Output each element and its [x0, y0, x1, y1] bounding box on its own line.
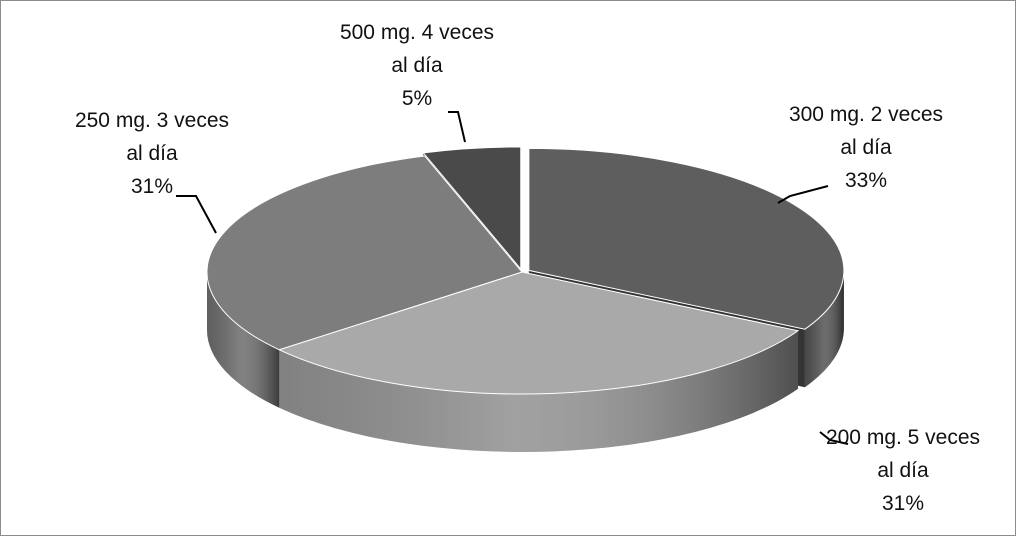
label-slice-3-line-2: al día — [126, 142, 178, 165]
slice-1-side-wall — [804, 270, 844, 388]
slice-2-side-wall — [279, 330, 799, 452]
pie-top-faces — [206, 146, 845, 395]
label-slice-4-line-1: 500 mg. 4 veces — [340, 21, 494, 44]
leader-line-slice-2 — [819, 431, 849, 445]
slice-2-top — [277, 271, 800, 395]
slice-3-side-wall — [207, 272, 280, 408]
leader-line-slice-3 — [176, 195, 217, 234]
slice-3-top — [206, 155, 523, 351]
label-slice-1-line-2: al día — [840, 136, 892, 159]
slice-1-top — [528, 147, 845, 330]
label-slice-2-line-2: al día — [877, 459, 929, 482]
leader-line-slice-1 — [777, 185, 829, 204]
label-slice-1-percent: 33% — [845, 169, 887, 192]
label-slice-4-percent: 5% — [402, 87, 432, 110]
leader-line-slice-4 — [448, 111, 466, 143]
data-labels: 300 mg. 2 veces al día 33% 200 mg. 5 vec… — [75, 21, 980, 515]
label-slice-3-line-1: 250 mg. 3 veces — [75, 109, 229, 132]
label-slice-2-percent: 31% — [882, 492, 924, 515]
slice-4-top — [422, 146, 522, 271]
label-slice-1-line-1: 300 mg. 2 veces — [789, 103, 943, 126]
label-leader-lines — [176, 111, 849, 445]
label-slice-3-percent: 31% — [131, 175, 173, 198]
label-slice-4-line-2: al día — [391, 54, 443, 77]
label-slice-2-line-1: 200 mg. 5 veces — [826, 426, 980, 449]
